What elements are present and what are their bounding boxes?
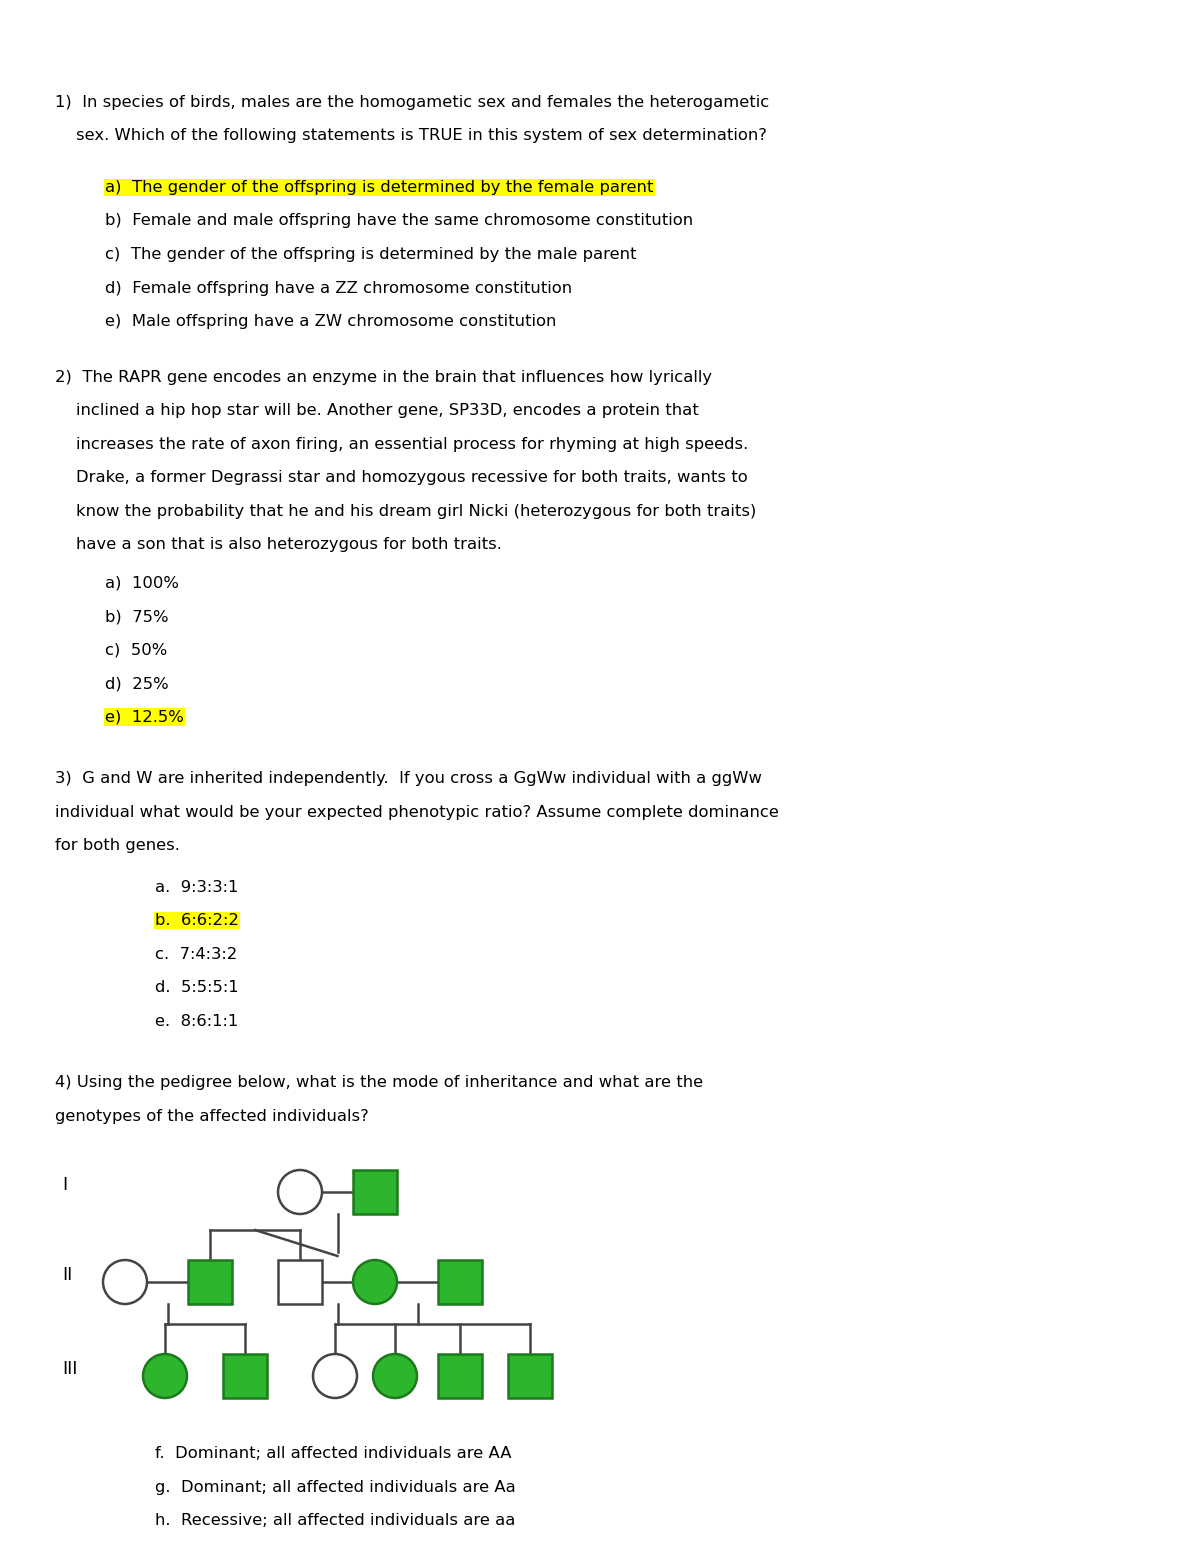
Bar (438, 1354, 482, 1398)
Text: b.  6:6:2:2: b. 6:6:2:2 (155, 913, 239, 929)
Text: b)  75%: b) 75% (106, 609, 168, 624)
Text: d)  Female offspring have a ZZ chromosome constitution: d) Female offspring have a ZZ chromosome… (106, 281, 572, 295)
Circle shape (143, 1354, 187, 1398)
Text: a.  9:3:3:1: a. 9:3:3:1 (155, 879, 239, 895)
Bar (438, 1259, 482, 1305)
Circle shape (103, 1259, 148, 1305)
Text: 1)  In species of birds, males are the homogametic sex and females the heterogam: 1) In species of birds, males are the ho… (55, 95, 769, 110)
Text: d.  5:5:5:1: d. 5:5:5:1 (155, 980, 239, 995)
Text: e)  12.5%: e) 12.5% (106, 710, 184, 725)
Bar (353, 1169, 397, 1214)
Text: inclined a hip hop star will be. Another gene, SP33D, encodes a protein that: inclined a hip hop star will be. Another… (55, 402, 698, 418)
Text: genotypes of the affected individuals?: genotypes of the affected individuals? (55, 1109, 368, 1123)
Text: d)  25%: d) 25% (106, 676, 169, 691)
Text: increases the rate of axon firing, an essential process for rhyming at high spee: increases the rate of axon firing, an es… (55, 436, 749, 452)
Text: 3)  G and W are inherited independently.  If you cross a GgWw individual with a : 3) G and W are inherited independently. … (55, 770, 762, 786)
Circle shape (373, 1354, 418, 1398)
Text: c)  The gender of the offspring is determined by the male parent: c) The gender of the offspring is determ… (106, 247, 636, 262)
Text: c)  50%: c) 50% (106, 643, 167, 657)
Text: II: II (62, 1266, 72, 1284)
Text: a)  The gender of the offspring is determined by the female parent: a) The gender of the offspring is determ… (106, 180, 653, 196)
Text: sex. Which of the following statements is TRUE in this system of sex determinati: sex. Which of the following statements i… (55, 129, 767, 143)
Circle shape (313, 1354, 358, 1398)
Bar (188, 1259, 232, 1305)
Text: individual what would be your expected phenotypic ratio? Assume complete dominan: individual what would be your expected p… (55, 804, 779, 820)
Circle shape (353, 1259, 397, 1305)
Text: c.  7:4:3:2: c. 7:4:3:2 (155, 946, 238, 961)
Bar (508, 1354, 552, 1398)
Text: have a son that is also heterozygous for both traits.: have a son that is also heterozygous for… (55, 537, 502, 551)
Bar (278, 1259, 322, 1305)
Circle shape (278, 1169, 322, 1214)
Bar (223, 1354, 266, 1398)
Text: e)  Male offspring have a ZW chromosome constitution: e) Male offspring have a ZW chromosome c… (106, 314, 557, 329)
Text: I: I (62, 1177, 67, 1194)
Text: a)  100%: a) 100% (106, 576, 179, 590)
Text: b)  Female and male offspring have the same chromosome constitution: b) Female and male offspring have the sa… (106, 213, 694, 228)
Text: III: III (62, 1360, 77, 1379)
Text: 2)  The RAPR gene encodes an enzyme in the brain that influences how lyrically: 2) The RAPR gene encodes an enzyme in th… (55, 370, 712, 385)
Text: e.  8:6:1:1: e. 8:6:1:1 (155, 1014, 239, 1028)
Text: for both genes.: for both genes. (55, 839, 180, 853)
Text: h.  Recessive; all affected individuals are aa: h. Recessive; all affected individuals a… (155, 1513, 515, 1528)
Text: Drake, a former Degrassi star and homozygous recessive for both traits, wants to: Drake, a former Degrassi star and homozy… (55, 471, 748, 485)
Text: 4) Using the pedigree below, what is the mode of inheritance and what are the: 4) Using the pedigree below, what is the… (55, 1075, 703, 1090)
Text: know the probability that he and his dream girl Nicki (heterozygous for both tra: know the probability that he and his dre… (55, 503, 756, 519)
Text: f.  Dominant; all affected individuals are AA: f. Dominant; all affected individuals ar… (155, 1446, 511, 1461)
Text: g.  Dominant; all affected individuals are Aa: g. Dominant; all affected individuals ar… (155, 1480, 516, 1494)
